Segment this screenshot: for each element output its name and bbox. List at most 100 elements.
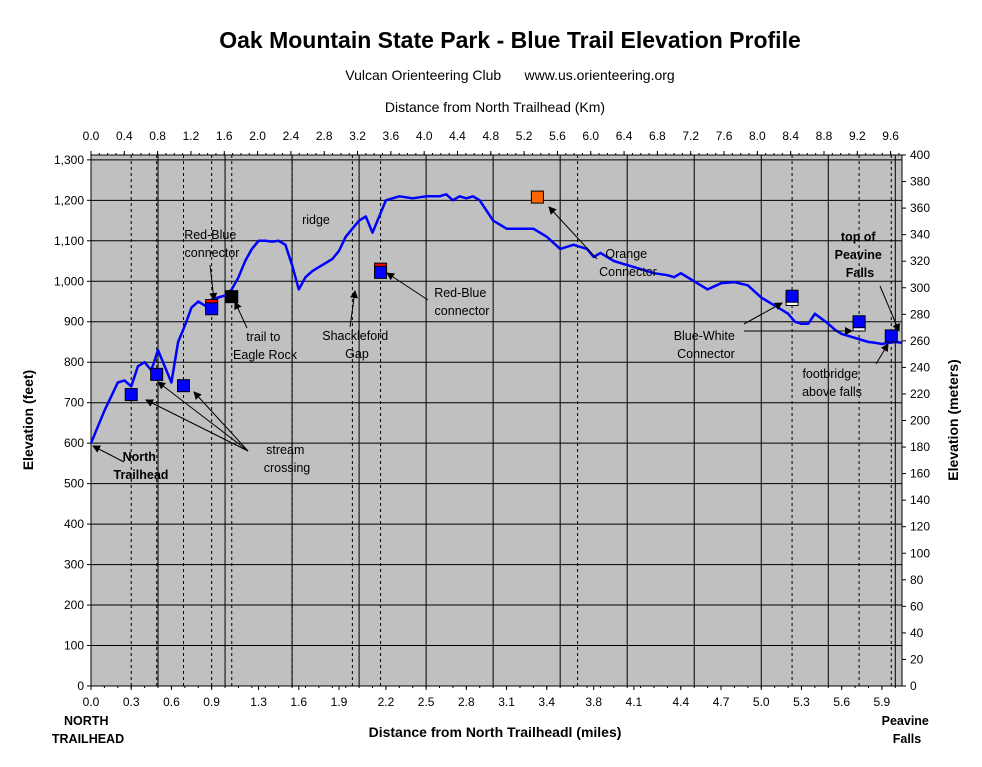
y2-tick-label: 80 [910, 573, 924, 587]
y-tick-label: 700 [64, 396, 84, 410]
y2-tick-label: 240 [910, 360, 930, 374]
y-tick-label: 300 [64, 558, 84, 572]
x2-tick-label: 5.2 [516, 129, 533, 143]
annotation-red-blue-1-line1: Red-Blue [184, 228, 236, 242]
x2-tick-label: 8.0 [749, 129, 766, 143]
annotation-red-blue-1-line2: connector [185, 246, 240, 260]
annotation-north-trailhead-line2: Trailhead [114, 468, 169, 482]
y2-tick-label: 340 [910, 228, 930, 242]
x-tick-label: 1.6 [290, 695, 307, 709]
x-tick-label: 5.9 [874, 695, 891, 709]
end-label-left-line1: NORTH [64, 714, 108, 728]
x2-tick-label: 3.6 [383, 129, 400, 143]
x2-tick-label: 1.2 [183, 129, 200, 143]
x2-tick-label: 9.2 [849, 129, 866, 143]
end-labels: NORTH TRAILHEAD Peavine Falls [52, 714, 933, 746]
x2-tick-label: 8.4 [782, 129, 799, 143]
x-tick-label: 0.3 [123, 695, 140, 709]
arrow-red-blue-2 [386, 272, 429, 301]
trail-marker [150, 367, 164, 381]
trail-marker [205, 302, 219, 316]
annotation-top-peavine-line3: Falls [846, 266, 875, 280]
x2-tick-label: 2.8 [316, 129, 333, 143]
chart-title: Oak Mountain State Park - Blue Trail Ele… [219, 27, 801, 53]
annotation-orange-line1: Orange [605, 247, 647, 261]
annotation-eagle-line1: trail to [246, 330, 280, 344]
y-tick-label: 1,300 [54, 153, 84, 167]
annotation-red-blue-1: Red-Blue connector [184, 228, 240, 260]
end-label-right-line1: Peavine [882, 714, 929, 728]
annotation-top-peavine: top of Peavine Falls [835, 230, 886, 280]
trail-marker [785, 289, 799, 303]
y-tick-label: 400 [64, 517, 84, 531]
x2-tick-label: 4.0 [416, 129, 433, 143]
arrow-top-peavine [879, 285, 900, 332]
x-tick-label: 5.0 [753, 695, 770, 709]
arrow-orange [548, 206, 598, 260]
x-tick-label: 3.4 [538, 695, 555, 709]
y2-axis-title: Elevation (meters) [945, 359, 961, 480]
x2-tick-label: 2.4 [283, 129, 300, 143]
annotation-shackleford: Shackleford Gap [322, 329, 392, 361]
x2-tick-label: 4.8 [482, 129, 499, 143]
x-tick-label: 1.3 [250, 695, 267, 709]
annotation-arrows [92, 206, 900, 463]
arrow-red-blue-1 [209, 264, 218, 301]
y2-tick-label: 0 [910, 679, 917, 693]
y2-tick-label: 20 [910, 652, 924, 666]
y2-tick-label: 160 [910, 467, 930, 481]
trail-marker [176, 379, 190, 393]
annotation-north-trailhead: North Trailhead [114, 450, 169, 482]
x2-tick-label: 9.6 [882, 129, 899, 143]
arrow-stream-3 [193, 391, 249, 452]
annotation-orange: Orange Connector [599, 247, 657, 279]
x2-tick-label: 0.0 [83, 129, 100, 143]
arrow-stream-1 [145, 399, 249, 452]
annotation-footbridge-line1: footbridge [802, 367, 858, 381]
trail-marker [225, 290, 239, 304]
annotation-stream-line1: stream [266, 443, 304, 457]
annotation-stream-line2: crossing [264, 461, 311, 475]
x-tick-label: 1.9 [331, 695, 348, 709]
x2-tick-label: 4.4 [449, 129, 466, 143]
trail-marker [852, 315, 866, 329]
annotation-stream-crossing: stream crossing [264, 443, 311, 475]
annotation-labels: North Trailhead stream crossing Red-Blue… [114, 213, 886, 482]
y2-tick-label: 400 [910, 148, 930, 162]
x-tick-label: 4.7 [713, 695, 730, 709]
y-tick-label: 800 [64, 355, 84, 369]
annotation-top-peavine-line1: top of [841, 230, 877, 244]
x-tick-label: 0.0 [83, 695, 100, 709]
y2-tick-label: 280 [910, 307, 930, 321]
annotation-shackleford-line2: Gap [345, 347, 369, 361]
arrow-blue-white-1 [743, 302, 783, 325]
end-label-right: Peavine Falls [882, 714, 933, 746]
annotation-blue-white-line2: Connector [677, 347, 735, 361]
x2-tick-label: 8.8 [816, 129, 833, 143]
trail-marker [530, 190, 544, 204]
annotation-ridge: ridge [302, 213, 330, 227]
y-tick-label: 1,200 [54, 193, 84, 207]
y2-tick-label: 380 [910, 175, 930, 189]
x-tick-label: 2.2 [378, 695, 395, 709]
annotation-blue-white-line1: Blue-White [674, 329, 735, 343]
trail-marker [124, 388, 138, 402]
y-tick-label: 500 [64, 477, 84, 491]
y2-tick-label: 100 [910, 546, 930, 560]
annotation-north-trailhead-line1: North [123, 450, 156, 464]
y-tick-label: 1,000 [54, 274, 84, 288]
x-tick-label: 3.1 [498, 695, 515, 709]
annotation-blue-white: Blue-White Connector [674, 329, 739, 361]
x-axis-title: Distance from North Trailheadl (miles) [369, 724, 622, 740]
end-label-left: NORTH TRAILHEAD [52, 714, 124, 746]
x-tick-label: 4.1 [626, 695, 643, 709]
x2-tick-label: 5.6 [549, 129, 566, 143]
x2-tick-label: 0.8 [149, 129, 166, 143]
y2-tick-label: 320 [910, 254, 930, 268]
x2-tick-label: 3.2 [349, 129, 366, 143]
marker-group [124, 190, 898, 402]
x2-tick-label: 2.0 [249, 129, 266, 143]
x2-tick-label: 6.4 [616, 129, 633, 143]
arrow-eagle-rock [234, 301, 248, 329]
